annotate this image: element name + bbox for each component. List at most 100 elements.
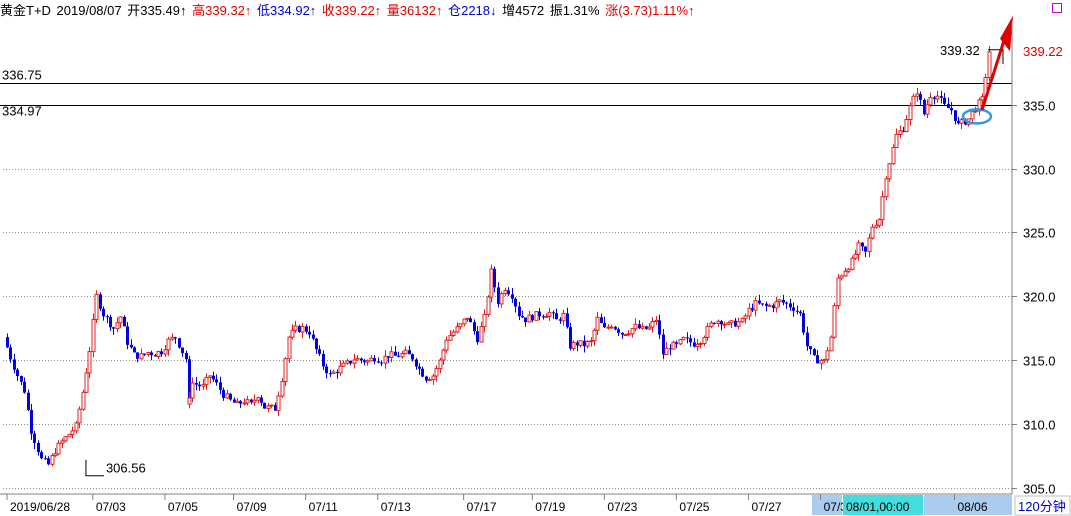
candle-body [245, 399, 250, 404]
candle-body [290, 329, 295, 338]
candle [448, 329, 453, 341]
y-tick-label-310: 310.0 [1023, 418, 1056, 433]
candle-body [154, 355, 157, 357]
candle [298, 324, 301, 333]
candle-body [156, 350, 161, 357]
candle-body [777, 299, 782, 303]
candle [777, 299, 782, 308]
candle [84, 368, 89, 394]
candle-body [118, 316, 123, 324]
candle-body [181, 347, 184, 354]
candle [329, 369, 332, 377]
candle-body [722, 323, 727, 326]
candle [70, 426, 75, 439]
candle-body [60, 440, 65, 444]
candle-body [94, 293, 99, 320]
candle-body [331, 371, 336, 375]
candle [499, 291, 504, 308]
horizontal-reference-lines: 336.75 334.97 [0, 68, 1012, 119]
candle [957, 116, 960, 125]
candle [300, 322, 305, 339]
candle-body [645, 326, 648, 329]
candle [383, 350, 388, 369]
candle-body [957, 120, 960, 124]
candle [355, 355, 360, 361]
candle [935, 90, 940, 103]
candle-body [689, 338, 692, 343]
candle [212, 371, 215, 382]
candle [30, 403, 33, 440]
candle-body [479, 326, 484, 343]
candle [503, 287, 508, 297]
candle [476, 326, 479, 345]
candle [497, 282, 500, 308]
candle [123, 315, 126, 327]
candle-body [950, 108, 953, 111]
candle [195, 376, 198, 391]
candle-body [538, 311, 541, 317]
candle-body [298, 326, 301, 332]
candle-body [53, 453, 58, 457]
candle-body [9, 347, 12, 360]
candle-body [716, 320, 721, 324]
candle-body [387, 356, 390, 358]
candle-body [431, 375, 436, 381]
candle-body [729, 320, 734, 324]
candle-body [507, 290, 510, 295]
candle [720, 319, 723, 331]
candle [201, 378, 206, 390]
y-tick-label-320: 320.0 [1023, 290, 1056, 305]
candle [626, 330, 631, 337]
candle-body [867, 237, 872, 253]
candle-body [415, 359, 418, 367]
candle [898, 125, 903, 139]
candle-body [434, 368, 439, 377]
candle-body [318, 349, 321, 354]
candle-body [864, 246, 867, 252]
candle-body [462, 318, 467, 325]
candle-body [130, 344, 133, 348]
candle [469, 316, 472, 323]
candle-body [819, 360, 824, 364]
candle-body [933, 97, 936, 100]
candle [293, 320, 298, 333]
candle-body [524, 317, 527, 323]
candle [943, 92, 946, 106]
candle [56, 440, 61, 456]
candle [514, 297, 517, 313]
candle [154, 354, 157, 357]
candle-body [514, 298, 517, 307]
candle [686, 332, 689, 344]
candle [415, 357, 418, 370]
candle-body [825, 350, 830, 360]
candle-body [785, 302, 788, 304]
candle-body [614, 327, 617, 330]
candle-body [702, 336, 707, 344]
candle [136, 352, 139, 363]
candle [425, 375, 428, 383]
candle-body [527, 314, 532, 323]
window-toggle-icon[interactable] [1052, 3, 1062, 13]
candle [365, 359, 370, 366]
candle-body [229, 393, 232, 400]
candle [645, 325, 648, 330]
candle [785, 301, 788, 309]
candle-body [166, 338, 171, 351]
candle-body [56, 442, 61, 455]
candle-body [489, 268, 494, 298]
candle-body [569, 327, 572, 349]
candle [20, 375, 23, 385]
candle [6, 333, 9, 349]
candle-body [774, 301, 779, 309]
candle-body [293, 325, 298, 331]
candle-body [877, 219, 882, 226]
candle [767, 303, 772, 307]
candle [287, 335, 292, 363]
candle [716, 319, 721, 328]
candle-body [174, 337, 177, 339]
candle-body [669, 348, 672, 350]
y-tick-label-315: 315.0 [1023, 354, 1056, 369]
candle [160, 348, 163, 357]
candle-body [947, 103, 950, 109]
